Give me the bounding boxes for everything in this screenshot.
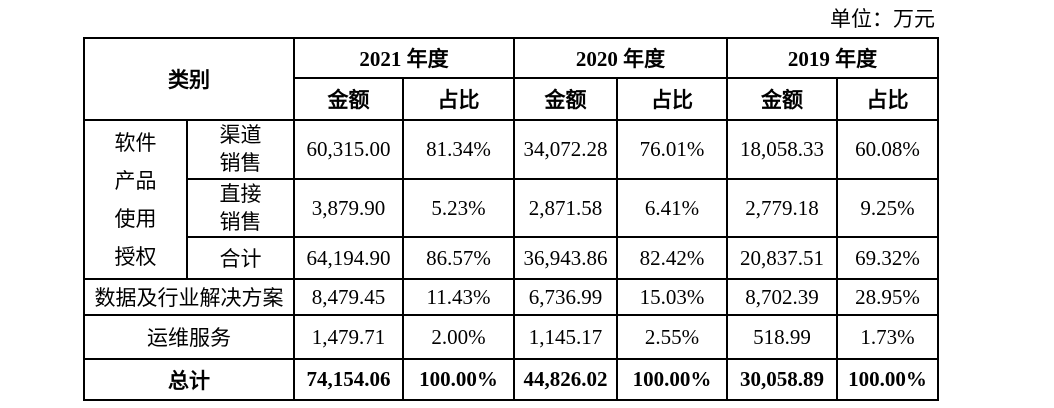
ratio-cell: 6.41%	[616, 177, 728, 239]
ratio-cell: 15.03%	[616, 278, 728, 317]
ratio-cell: 100.00%	[616, 358, 728, 402]
ratio-cell: 2.00%	[402, 314, 515, 361]
amount-cell: 2,871.58	[513, 177, 618, 239]
row-label-subtotal: 合计	[186, 236, 295, 281]
amount-cell: 64,194.90	[293, 236, 404, 281]
row-label-text: 渠道销售	[219, 123, 262, 176]
group-label-cell: 软件产品使用授权	[83, 118, 188, 281]
amount-cell: 34,072.28	[513, 119, 618, 180]
amount-cell: 8,702.39	[726, 278, 838, 317]
ratio-cell: 28.95%	[836, 278, 939, 317]
amount-cell: 8,479.45	[293, 278, 404, 317]
row-label-direct-sales: 直接销售	[186, 177, 295, 239]
row-label-grand-total: 总计	[83, 358, 295, 402]
amount-cell: 3,879.90	[293, 177, 404, 239]
ratio-header-2021: 占比	[402, 77, 515, 121]
row-label-channel-sales: 渠道销售	[186, 119, 295, 180]
amount-cell: 6,736.99	[513, 278, 618, 317]
ratio-cell: 1.73%	[836, 314, 939, 361]
amount-cell: 1,145.17	[513, 314, 618, 361]
ratio-cell: 82.42%	[616, 236, 728, 281]
ratio-cell: 100.00%	[402, 358, 515, 402]
year-header-2020: 2020 年度	[513, 37, 728, 79]
row-label-om-services: 运维服务	[83, 314, 295, 361]
year-header-2019: 2019 年度	[726, 37, 939, 79]
amount-cell: 74,154.06	[293, 358, 404, 402]
revenue-breakdown-table: 类别 2021 年度 2020 年度 2019 年度 金额 占比 金额 占比 金…	[83, 37, 939, 402]
ratio-cell: 9.25%	[836, 177, 939, 239]
amount-cell: 518.99	[726, 314, 838, 361]
amount-cell: 60,315.00	[293, 119, 404, 180]
unit-label: 单位：万元	[830, 7, 935, 31]
ratio-header-2020: 占比	[616, 77, 728, 121]
amount-cell: 18,058.33	[726, 119, 838, 180]
ratio-header-2019: 占比	[836, 77, 939, 121]
amount-cell: 30,058.89	[726, 358, 838, 402]
amount-header-2021: 金额	[293, 77, 404, 121]
group-label-text: 软件产品使用授权	[114, 130, 157, 269]
amount-cell: 36,943.86	[513, 236, 618, 281]
amount-cell: 20,837.51	[726, 236, 838, 281]
amount-header-2020: 金额	[513, 77, 618, 121]
ratio-cell: 5.23%	[402, 177, 515, 239]
year-header-2021: 2021 年度	[293, 37, 515, 79]
ratio-cell: 76.01%	[616, 119, 728, 180]
row-label-data-solutions: 数据及行业解决方案	[83, 278, 295, 317]
ratio-cell: 86.57%	[402, 236, 515, 281]
ratio-cell: 69.32%	[836, 236, 939, 281]
amount-cell: 2,779.18	[726, 177, 838, 239]
ratio-cell: 2.55%	[616, 314, 728, 361]
header-category-cell: 类别	[83, 37, 295, 121]
amount-header-2019: 金额	[726, 77, 838, 121]
amount-cell: 1,479.71	[293, 314, 404, 361]
ratio-cell: 81.34%	[402, 119, 515, 180]
ratio-cell: 100.00%	[836, 358, 939, 402]
ratio-cell: 60.08%	[836, 119, 939, 180]
amount-cell: 44,826.02	[513, 358, 618, 402]
row-label-text: 直接销售	[219, 181, 262, 235]
ratio-cell: 11.43%	[402, 278, 515, 317]
